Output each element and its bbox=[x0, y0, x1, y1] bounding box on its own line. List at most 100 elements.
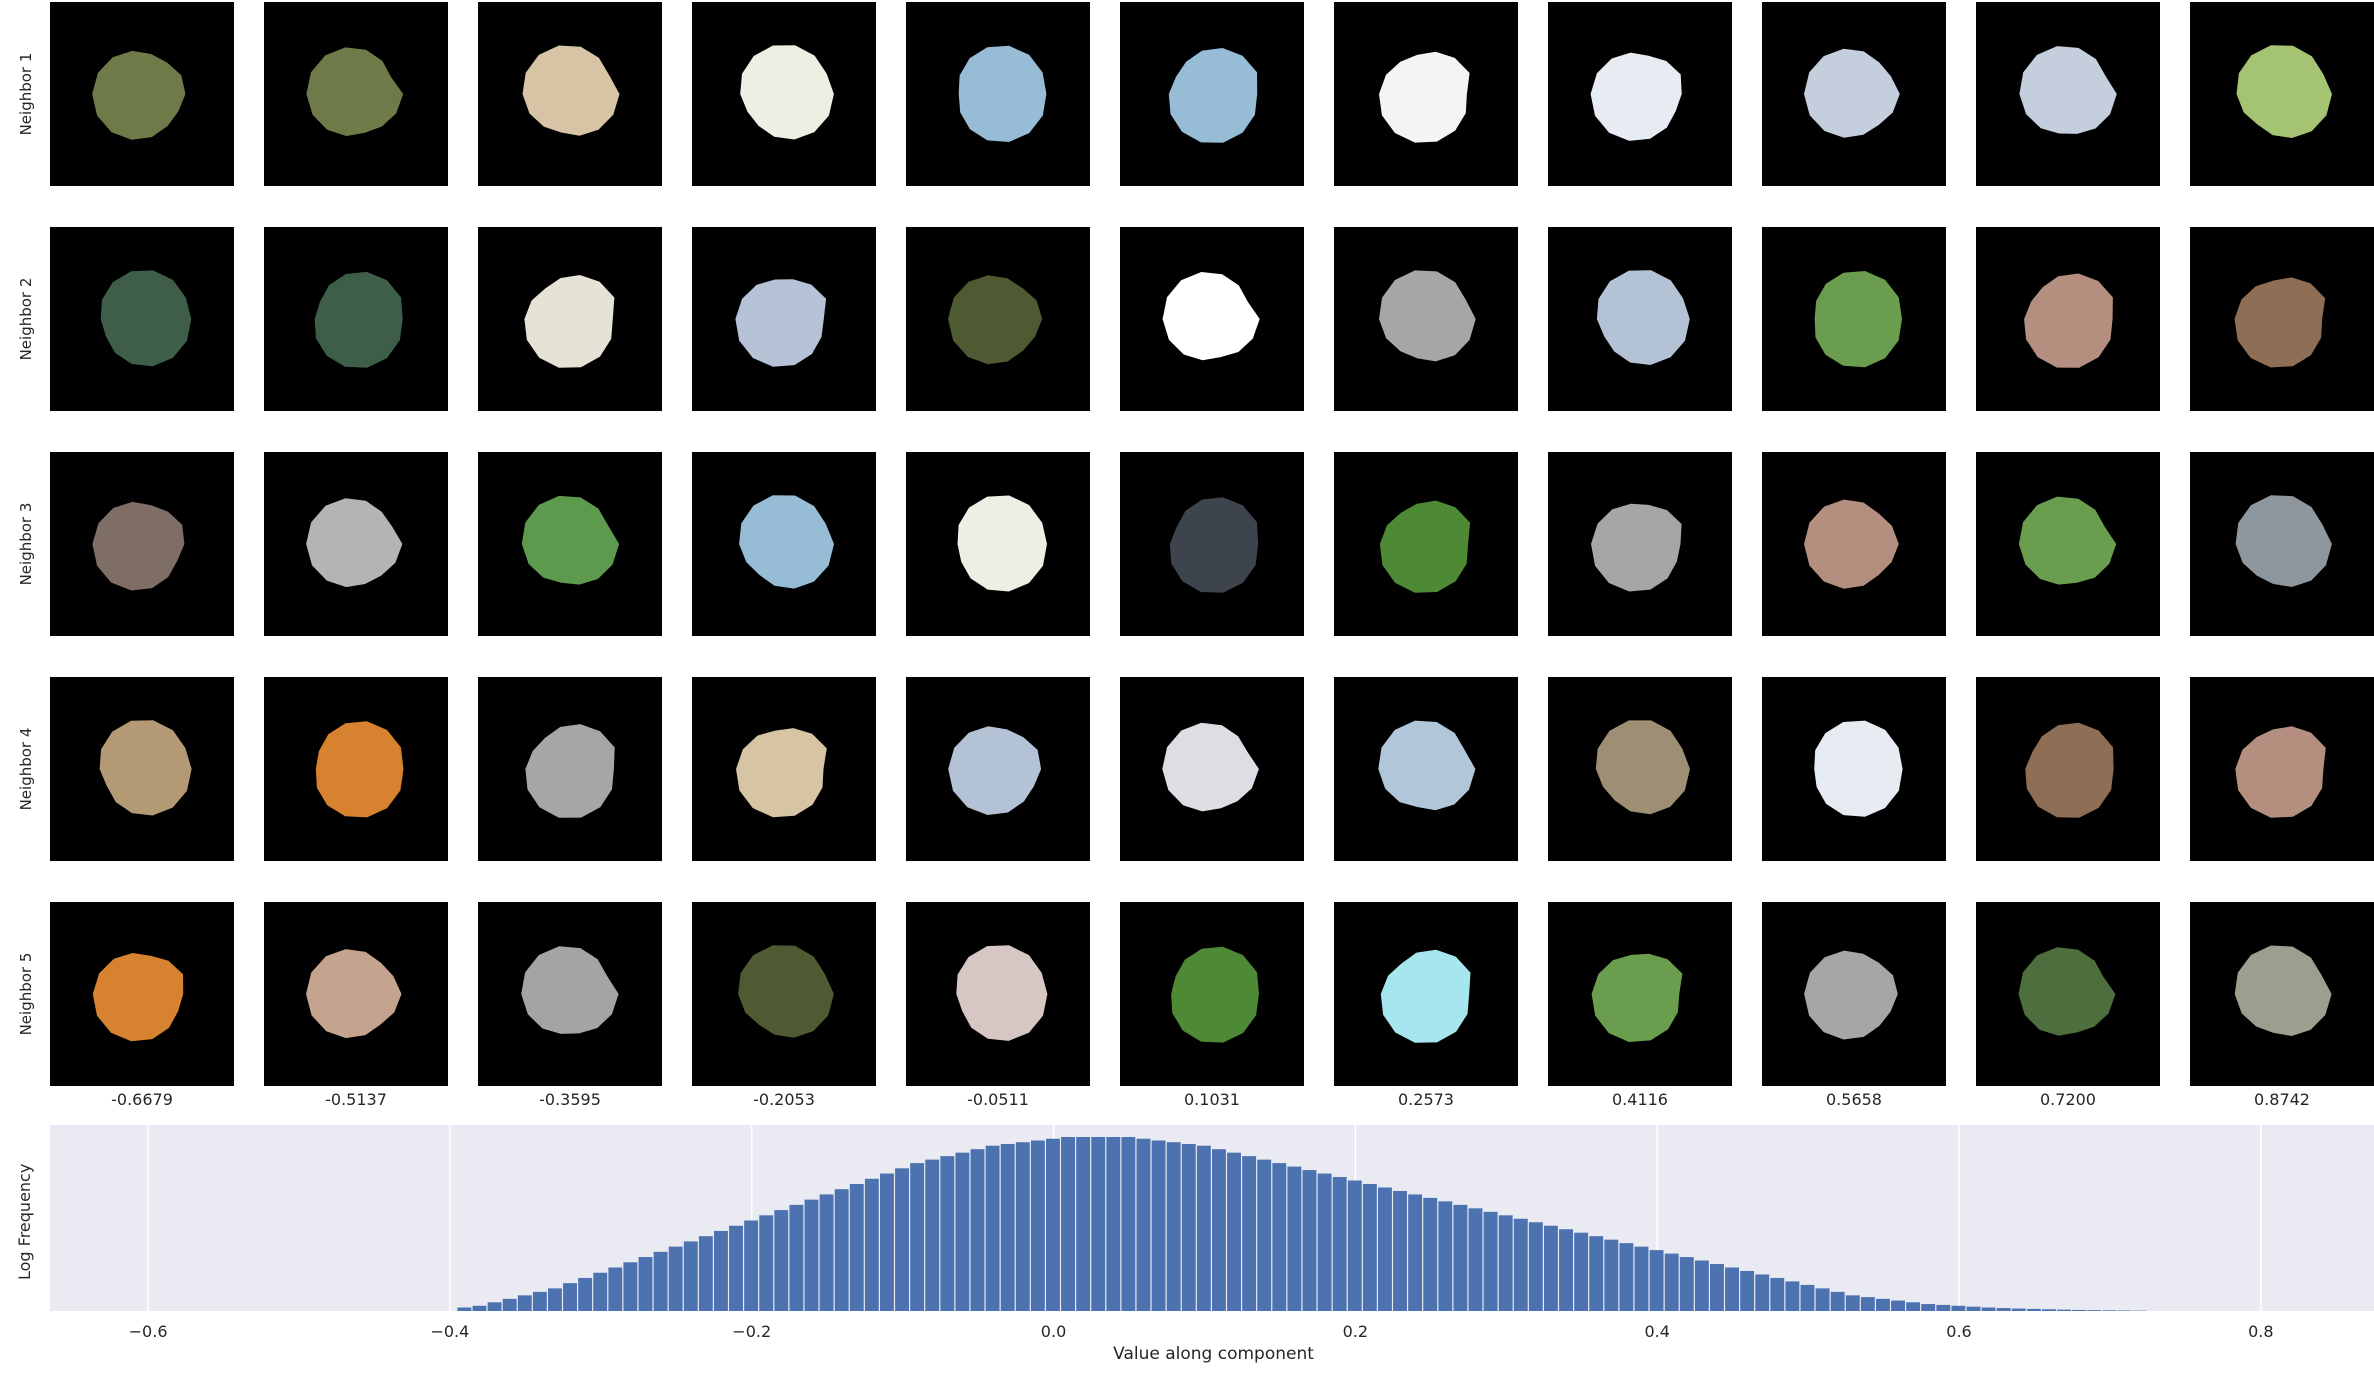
histogram-bar bbox=[789, 1204, 804, 1311]
patch-region bbox=[948, 275, 1043, 365]
neighbor-image-tile bbox=[1762, 677, 1946, 861]
patch-region bbox=[1591, 953, 1683, 1042]
histogram-bar bbox=[1438, 1201, 1453, 1311]
patch-region bbox=[738, 945, 834, 1038]
histogram-bar bbox=[1257, 1159, 1272, 1311]
neighbor-image-tile bbox=[906, 2, 1090, 186]
neighbor-image-tile bbox=[478, 2, 662, 186]
patch-region bbox=[2235, 495, 2332, 587]
histogram-bar bbox=[1166, 1142, 1181, 1311]
histogram-bar bbox=[759, 1215, 774, 1311]
histogram-bar bbox=[1634, 1246, 1649, 1311]
segmented-patch bbox=[525, 724, 615, 818]
segmented-patch bbox=[1162, 722, 1259, 812]
histogram-bar bbox=[532, 1291, 547, 1311]
patch-region bbox=[1169, 497, 1259, 593]
segmented-patch bbox=[1596, 270, 1690, 365]
patch-region bbox=[2024, 273, 2113, 368]
patch-region bbox=[521, 946, 619, 1034]
histogram-bar bbox=[1604, 1239, 1619, 1311]
histogram-bar bbox=[1513, 1218, 1528, 1311]
histogram-bar bbox=[2117, 1310, 2132, 1311]
histogram-bar bbox=[1408, 1194, 1423, 1311]
patch-region bbox=[92, 50, 186, 140]
patch-region bbox=[1804, 499, 1899, 589]
histogram-bar bbox=[457, 1307, 472, 1311]
histogram-bar bbox=[955, 1152, 970, 1311]
histogram-bar bbox=[1589, 1236, 1604, 1311]
neighbor-image-tile bbox=[692, 677, 876, 861]
segmented-patch bbox=[2234, 945, 2332, 1036]
segmented-patch bbox=[1591, 503, 1682, 592]
histogram-bar bbox=[819, 1194, 834, 1311]
neighbor-image-tile bbox=[906, 452, 1090, 636]
y-axis-label: Log Frequency bbox=[15, 1163, 34, 1280]
neighbor-image-tile bbox=[1120, 2, 1304, 186]
histogram-bar bbox=[1242, 1156, 1257, 1311]
histogram-bar bbox=[834, 1189, 849, 1311]
patch-region bbox=[1595, 720, 1690, 815]
histogram-bar bbox=[623, 1262, 638, 1311]
neighbor-image-tile bbox=[906, 227, 1090, 411]
column-value-label: 0.5658 bbox=[1826, 1090, 1882, 1109]
neighbor-image-tile bbox=[906, 677, 1090, 861]
histogram-bar bbox=[1544, 1225, 1558, 1311]
neighbor-image-tile bbox=[478, 452, 662, 636]
histogram-bar bbox=[880, 1173, 894, 1311]
histogram-bar bbox=[653, 1251, 668, 1311]
histogram-bar bbox=[1196, 1145, 1211, 1311]
patch-region bbox=[1804, 950, 1898, 1040]
histogram-bar bbox=[940, 1156, 955, 1311]
histogram-bar bbox=[2102, 1310, 2117, 1311]
x-tick-label: 0.8 bbox=[2248, 1322, 2274, 1341]
patch-region bbox=[1814, 720, 1903, 817]
segmented-patch bbox=[2235, 726, 2326, 818]
neighbor-image-tile bbox=[264, 452, 448, 636]
segmented-patch bbox=[1379, 270, 1476, 362]
histogram-bar bbox=[638, 1257, 653, 1311]
neighbor-image-tile bbox=[1976, 452, 2160, 636]
histogram-bar bbox=[1453, 1204, 1468, 1311]
neighbor-image-tile bbox=[1548, 227, 1732, 411]
segmented-patch bbox=[92, 50, 186, 140]
neighbor-image-tile bbox=[2190, 677, 2374, 861]
neighbor-image-tile bbox=[1120, 452, 1304, 636]
segmented-patch bbox=[100, 270, 192, 367]
neighbor-image-tile bbox=[478, 227, 662, 411]
patch-region bbox=[92, 953, 184, 1042]
histogram-bar bbox=[517, 1295, 532, 1311]
column-value-label: -0.6679 bbox=[111, 1090, 173, 1109]
neighbor-image-tile bbox=[1120, 227, 1304, 411]
histogram-bar bbox=[668, 1246, 683, 1311]
histogram-bar bbox=[1302, 1170, 1317, 1311]
histogram-bar bbox=[985, 1145, 1000, 1311]
segmented-patch bbox=[956, 945, 1048, 1041]
histogram-bar bbox=[1770, 1277, 1785, 1311]
neighbor-image-tile bbox=[2190, 902, 2374, 1086]
neighbor-image-tile bbox=[1334, 227, 1518, 411]
histogram-bar bbox=[1559, 1229, 1573, 1311]
segmented-patch bbox=[1804, 48, 1900, 138]
neighbor-image-tile bbox=[692, 452, 876, 636]
segmented-patch bbox=[92, 501, 185, 591]
histogram-bar bbox=[1136, 1138, 1151, 1311]
histogram-bar bbox=[608, 1267, 623, 1311]
neighbor-image-tile bbox=[50, 452, 234, 636]
histogram-bar bbox=[1000, 1143, 1015, 1311]
patch-region bbox=[739, 495, 834, 589]
histogram-bar bbox=[1891, 1300, 1905, 1311]
patch-region bbox=[1596, 270, 1690, 365]
column-value-label: 0.2573 bbox=[1398, 1090, 1454, 1109]
segmented-patch bbox=[2025, 722, 2114, 818]
histogram-bar bbox=[1996, 1308, 2011, 1311]
neighbor-image-tile bbox=[2190, 227, 2374, 411]
histogram-bar bbox=[1181, 1143, 1196, 1311]
histogram-bar bbox=[1921, 1304, 1936, 1311]
neighbor-image-tile bbox=[264, 2, 448, 186]
histogram-bar bbox=[1212, 1149, 1226, 1311]
histogram-bar bbox=[2026, 1308, 2041, 1311]
segmented-patch bbox=[1162, 272, 1260, 361]
column-value-label: -0.2053 bbox=[753, 1090, 815, 1109]
histogram-bar bbox=[744, 1220, 759, 1311]
row-label: Neighbor 1 bbox=[17, 52, 35, 136]
